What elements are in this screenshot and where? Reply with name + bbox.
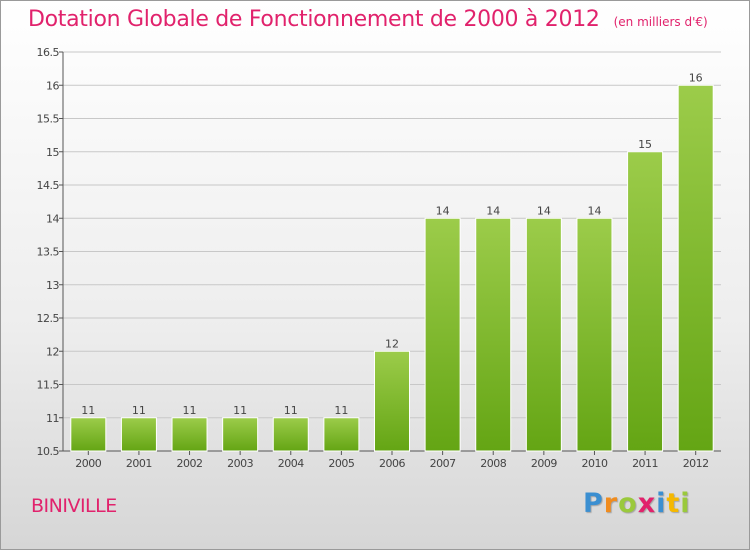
data-label: 14 [436,204,450,217]
y-tick-label: 16 [46,79,59,92]
data-label: 11 [334,404,348,417]
x-tick-label: 2000 [75,457,101,470]
data-label: 12 [385,337,399,350]
x-tick-label: 2010 [581,457,607,470]
data-label: 11 [183,404,197,417]
y-tick-label: 13.5 [37,246,60,259]
bar-2011 [627,151,664,452]
bar-2005 [323,417,360,452]
y-tick-label: 10.5 [37,445,60,458]
y-tick-label: 15.5 [37,113,60,126]
chart-subtitle: (en milliers d'€) [613,15,708,29]
x-tick-label: 2009 [531,457,557,470]
data-label: 11 [81,404,95,417]
x-tick-label: 2007 [430,457,456,470]
bar-2003 [222,417,259,452]
bar-2007 [424,217,461,452]
data-label: 14 [537,204,551,217]
y-tick-label: 15 [46,146,59,159]
x-tick-label: 2006 [379,457,405,470]
bar-2002 [171,417,208,452]
data-label: 15 [638,138,652,151]
data-label: 14 [587,204,601,217]
bar-2008 [475,217,512,452]
data-label: 11 [233,404,247,417]
bar-2004 [272,417,309,452]
y-tick-label: 12.5 [37,312,60,325]
x-tick-label: 2002 [177,457,203,470]
y-tick-label: 13 [46,279,59,292]
bar-2010 [576,217,613,452]
y-tick-label: 14.5 [37,179,60,192]
proxiti-logo: Proxiti [583,488,691,519]
bar-2001 [120,417,157,452]
place-name: BINIVILLE [31,495,117,517]
y-tick-label: 12 [46,345,59,358]
data-label: 11 [284,404,298,417]
bar-2009 [525,217,562,452]
x-tick-label: 2008 [480,457,506,470]
bar-2000 [70,417,107,452]
y-tick-label: 16.5 [37,46,60,59]
y-tick-label: 11.5 [37,379,60,392]
x-tick-label: 2012 [683,457,709,470]
y-tick-label: 11 [46,412,59,425]
chart-title-text: Dotation Globale de Fonctionnement de 20… [28,7,600,32]
data-label: 16 [689,71,703,84]
data-label: 14 [486,204,500,217]
data-label: 11 [132,404,146,417]
bar-2012 [677,84,714,452]
bar-2006 [374,350,410,452]
chart-title: Dotation Globale de Fonctionnement de 20… [28,7,708,32]
x-tick-label: 2003 [227,457,253,470]
y-tick-label: 14 [46,212,59,225]
x-tick-label: 2004 [278,457,304,470]
x-tick-label: 2005 [328,457,354,470]
x-tick-label: 2011 [632,457,658,470]
x-tick-label: 2001 [126,457,152,470]
